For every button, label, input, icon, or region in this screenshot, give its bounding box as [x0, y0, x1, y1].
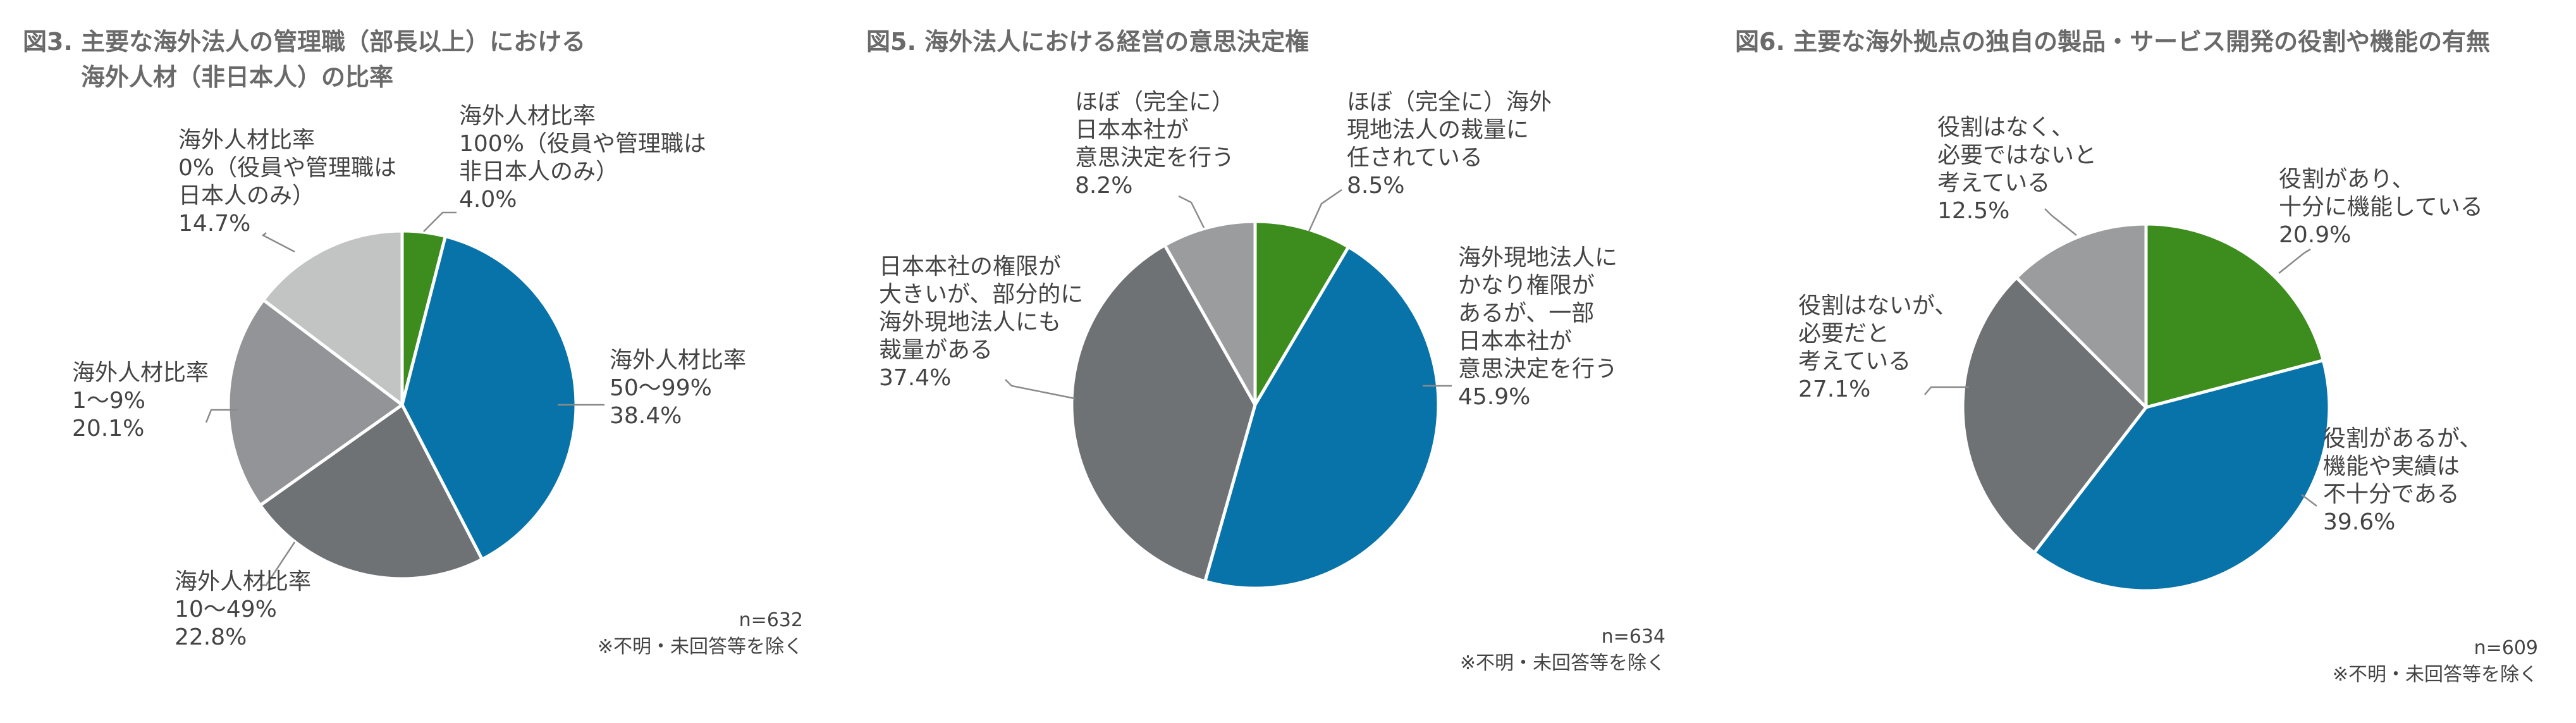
leader-line	[261, 232, 295, 253]
slice-label: 役割があるが、 機能や実績は 不十分である 39.6%	[2323, 426, 2482, 535]
slice-label: 役割があり、 十分に機能している 20.9%	[2279, 166, 2483, 248]
chart-title-line: 図5. 海外法人における経営の意思決定権	[866, 28, 1309, 56]
pie-chart-fig3: 図3. 主要な海外法人の管理職（部長以上）における 海外人材（非日本人）の比率 …	[23, 0, 819, 723]
slice-label: 海外人材比率 0%（役員や管理職は 日本人のみ） 14.7%	[178, 127, 397, 237]
pie-slice	[1253, 219, 1351, 407]
leader-line	[1308, 188, 1342, 232]
slice-label: 日本本社の権限が 大きいが、部分的に 海外現地法人にも 裁量がある 37.4%	[879, 254, 1084, 391]
slice-label: 海外人材比率 10〜49% 22.8%	[175, 569, 312, 650]
leader-line	[205, 409, 238, 423]
leader-line	[2044, 208, 2077, 236]
chart-title: 図6. 主要な海外拠点の独自の製品・サービス開発の役割や機能の有無	[1735, 24, 2490, 59]
chart-title: 図5. 海外法人における経営の意思決定権	[866, 24, 1309, 59]
slice-label: 役割はないが、 必要だと 考えている 27.1%	[1798, 293, 1958, 402]
chart-note: n=632 ※不明・未回答等を除く	[598, 607, 803, 660]
leader-line	[423, 211, 457, 232]
leader-line	[260, 541, 296, 586]
sample-size: n=609	[2474, 637, 2538, 659]
chart-note: n=609 ※不明・未回答等を除く	[2333, 635, 2538, 688]
pie-slice	[2015, 222, 2148, 409]
pie-slice	[1203, 245, 1440, 590]
pie-slice	[2144, 222, 2325, 409]
pie-chart-fig6: 図6. 主要な海外拠点の独自の製品・サービス開発の役割や機能の有無 役割があり、…	[1735, 0, 2557, 723]
chart-title-line: 海外人材（非日本人）の比率	[81, 63, 394, 91]
slice-label: ほぼ（完全に）海外 現地法人の裁量に 任されている 8.5%	[1347, 89, 1552, 199]
chart-title-line: 図6. 主要な海外拠点の独自の製品・サービス開発の役割や機能の有無	[1735, 28, 2491, 56]
footnote: ※不明・未回答等を除く	[1459, 652, 1665, 674]
leader-line	[1178, 195, 1205, 228]
slice-label: 海外人材比率 100%（役員や管理職は 非日本人のみ） 4.0%	[459, 103, 706, 213]
pie-slice	[226, 298, 404, 507]
footnote: ※不明・未回答等を除く	[597, 636, 803, 658]
pie-slice	[2032, 359, 2331, 593]
pie-slice	[400, 235, 578, 561]
pie-chart-fig5: 図5. 海外法人における経営の意思決定権 ほぼ（完全に）海外 現地法人の裁量に …	[866, 0, 1682, 723]
pie-slice	[1961, 276, 2148, 555]
pie-svg	[205, 211, 604, 586]
leader-line	[2301, 494, 2317, 507]
slice-label: 海外人材比率 1〜9% 20.1%	[72, 360, 209, 442]
chart-title-line: 図3. 主要な海外法人の管理職（部長以上）における	[23, 28, 586, 56]
pie-slice	[1163, 219, 1257, 407]
pie-slice	[1070, 244, 1257, 583]
chart-note: n=634 ※不明・未回答等を除く	[1460, 624, 1665, 677]
sample-size: n=632	[739, 609, 803, 631]
pie-svg	[1924, 208, 2331, 593]
leader-line	[1924, 386, 1969, 395]
sample-size: n=634	[1601, 626, 1665, 648]
pie-slice	[262, 229, 404, 407]
slice-label: ほぼ（完全に） 日本本社が 意思決定を行う 8.2%	[1075, 89, 1235, 199]
footnote: ※不明・未回答等を除く	[2332, 664, 2538, 686]
chart-title: 図3. 主要な海外法人の管理職（部長以上）における 海外人材（非日本人）の比率	[23, 24, 586, 95]
pie-svg	[1005, 188, 1452, 590]
leader-line	[2278, 248, 2311, 274]
leader-line	[1005, 379, 1076, 400]
slice-label: 海外現地法人に かなり権限が あるが、一部 日本本社が 意思決定を行う 45.9…	[1458, 245, 1618, 410]
slice-label: 役割はなく、 必要ではないと 考えている 12.5%	[1937, 114, 2097, 224]
slice-label: 海外人材比率 50〜99% 38.4%	[610, 347, 747, 429]
pie-slice	[259, 403, 484, 581]
